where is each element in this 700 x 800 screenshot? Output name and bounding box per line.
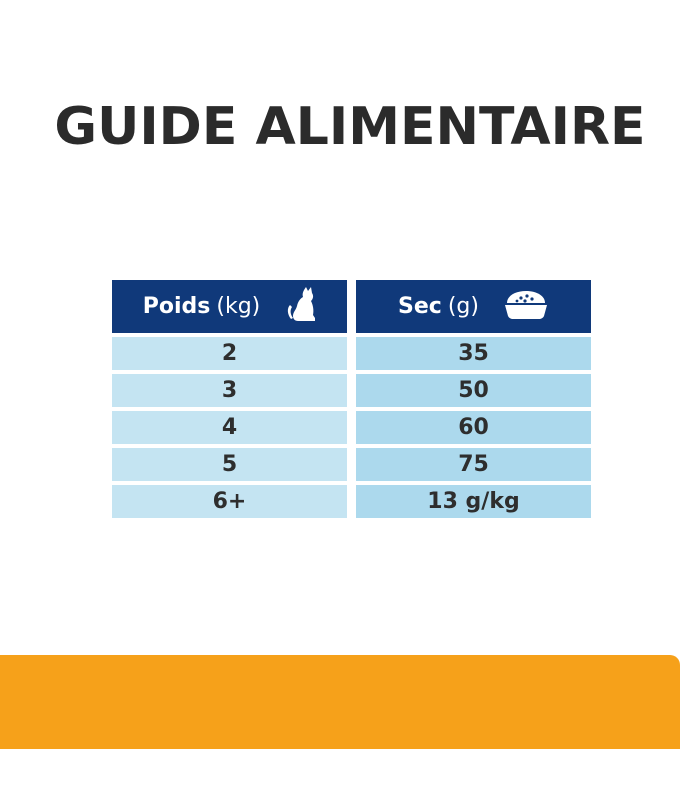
- dry-food-cell: 75: [356, 448, 591, 481]
- weight-header-unit: (kg): [216, 294, 261, 319]
- orange-banner: [0, 655, 680, 749]
- weight-cell: 6+: [112, 485, 347, 518]
- dry-food-cell: 60: [356, 411, 591, 444]
- dry-food-cell: 35: [356, 337, 591, 370]
- dry-food-cell: 13 g/kg: [356, 485, 591, 518]
- food-bowl-icon: [503, 289, 549, 325]
- dry-food-header: Sec (g): [356, 280, 591, 333]
- weight-cell: 3: [112, 374, 347, 407]
- dry-food-header-label: Sec: [398, 294, 442, 319]
- weight-header: Poids (kg): [112, 280, 347, 333]
- dry-food-cell: 50: [356, 374, 591, 407]
- weight-cell: 4: [112, 411, 347, 444]
- weight-cell: 2: [112, 337, 347, 370]
- dry-food-column: Sec (g) 35 50 60 75 13 g/kg: [356, 280, 591, 518]
- dry-food-header-unit: (g): [447, 294, 479, 319]
- page-title: GUIDE ALIMENTAIRE: [54, 97, 646, 157]
- weight-cell: 5: [112, 448, 347, 481]
- weight-column: Poids (kg) 2 3 4 5 6+: [112, 280, 347, 518]
- cat-icon: [284, 285, 316, 329]
- weight-header-label: Poids: [142, 294, 211, 319]
